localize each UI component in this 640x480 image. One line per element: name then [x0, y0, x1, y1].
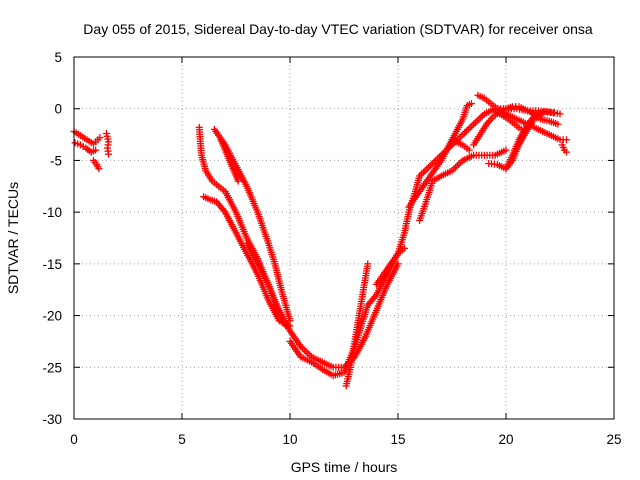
- data-point: [554, 120, 562, 128]
- x-tick-label: 0: [70, 432, 78, 447]
- axis-ticks: 0 5 10 15 20 25 5 0 -5 -10 -15 -20 -25 -30: [42, 50, 621, 447]
- y-tick-label: -20: [42, 309, 62, 324]
- data-point: [502, 146, 510, 154]
- y-tick-label: -30: [42, 412, 62, 427]
- data-point: [364, 260, 372, 268]
- chart-title: Day 055 of 2015, Sidereal Day-to-day VTE…: [83, 21, 593, 37]
- y-axis-label: SDTVAR / TECUs: [5, 182, 21, 294]
- data-point: [96, 134, 104, 142]
- y-tick-label: -15: [42, 257, 62, 272]
- x-tick-label: 20: [498, 432, 513, 447]
- data-point: [105, 150, 113, 158]
- y-tick-label: -25: [42, 360, 62, 375]
- data-point: [95, 165, 103, 173]
- data-point: [550, 109, 558, 117]
- y-tick-label: 0: [54, 102, 62, 117]
- plot-frame: [73, 56, 615, 420]
- data-point: [517, 125, 525, 133]
- data-point: [465, 146, 473, 154]
- data-point: [466, 124, 474, 132]
- y-tick-label: -10: [42, 205, 62, 220]
- data-point: [421, 167, 429, 175]
- data-point: [475, 115, 483, 123]
- x-axis-label: GPS time / hours: [291, 459, 398, 475]
- x-tick-label: 15: [390, 432, 405, 447]
- data-point: [234, 177, 242, 185]
- x-tick-label: 10: [282, 432, 297, 447]
- data-point: [556, 110, 564, 118]
- data-point: [562, 136, 570, 144]
- x-tick-label: 5: [178, 432, 186, 447]
- data-point: [562, 148, 570, 156]
- x-tick-label: 25: [606, 432, 621, 447]
- y-tick-label: -5: [50, 153, 62, 168]
- data-points: [70, 91, 570, 390]
- y-tick-label: 5: [54, 50, 62, 65]
- data-point: [467, 100, 475, 108]
- data-point: [92, 146, 100, 154]
